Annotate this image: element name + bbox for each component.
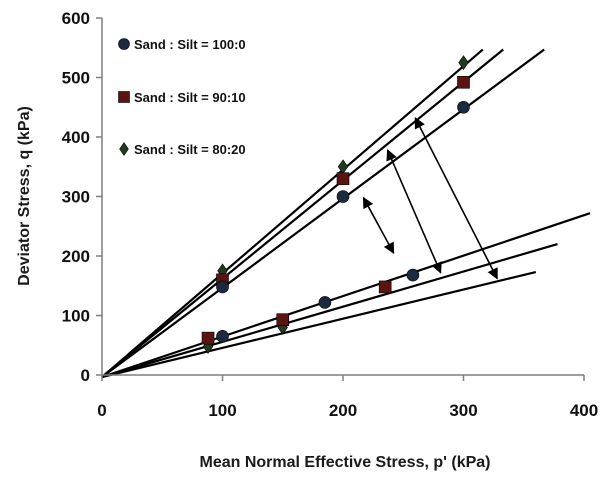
double-arrow	[386, 149, 442, 274]
y-tick-label: 200	[62, 247, 90, 266]
double-arrows	[362, 116, 498, 280]
circle-marker	[406, 268, 420, 282]
y-tick-label: 500	[62, 69, 90, 88]
tick-labels: 0 100 200 300 400 500 600 0 100 200 300 400	[62, 9, 599, 420]
x-tick-label: 400	[570, 401, 598, 420]
legend: Sand : Silt = 100:0 Sand : Silt = 90:10 Sa…	[118, 37, 246, 157]
circle-marker	[216, 280, 229, 294]
y-tick-label: 0	[81, 366, 90, 385]
square-marker	[276, 313, 290, 326]
legend-label: Sand : Silt = 90:10	[134, 90, 246, 105]
diamond-marker	[458, 55, 469, 71]
fit-lines	[101, 48, 591, 379]
legend-label: Sand : Silt = 80:20	[134, 142, 246, 157]
diamond-marker	[119, 142, 129, 156]
square-marker	[336, 172, 350, 185]
fit-line	[101, 212, 591, 379]
y-axis-title: Deviator Stress, q (kPa)	[16, 106, 33, 286]
fit-line	[101, 48, 504, 378]
y-tick-label: 600	[62, 9, 90, 28]
square-marker	[118, 91, 130, 103]
square-marker	[457, 75, 470, 89]
axes	[96, 17, 585, 381]
circle-marker	[318, 296, 332, 309]
fit-line	[101, 48, 545, 378]
fit-line	[101, 48, 484, 378]
circle-marker	[118, 38, 130, 50]
y-tick-label: 100	[62, 307, 90, 326]
circle-marker	[216, 330, 229, 343]
double-arrow	[362, 196, 395, 255]
square-marker	[378, 280, 392, 294]
x-axis-title: Mean Normal Effective Stress, p' (kPa)	[199, 454, 490, 471]
data-markers	[201, 55, 470, 354]
y-tick-label: 300	[62, 188, 90, 207]
x-tick-label: 200	[329, 401, 357, 420]
circle-marker	[336, 190, 350, 203]
legend-label: Sand : Silt = 100:0	[134, 37, 246, 52]
x-tick-label: 0	[97, 401, 106, 420]
x-tick-label: 100	[208, 401, 236, 420]
fit-line	[101, 270, 537, 379]
double-arrow	[414, 116, 498, 280]
square-marker	[201, 331, 215, 345]
circle-marker	[457, 100, 470, 114]
y-tick-label: 400	[62, 128, 90, 147]
x-tick-label: 300	[449, 401, 477, 420]
